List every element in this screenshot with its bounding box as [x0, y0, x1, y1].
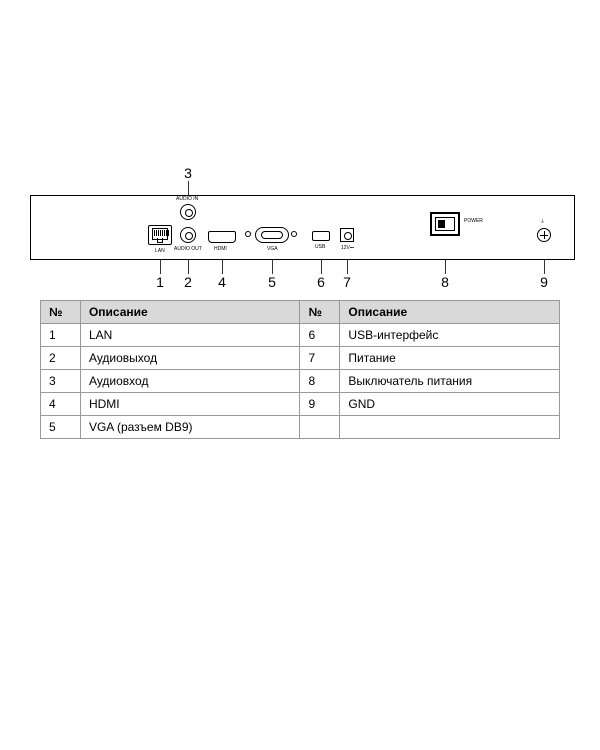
port-2-rca	[180, 227, 196, 243]
port-7-dcjack	[340, 228, 354, 242]
th-num-right: №	[300, 301, 340, 324]
port-label-9: ⏚	[540, 218, 545, 225]
rear-panel-diagram: LAN1AUDIO OUT2AUDIO IN3HDMI4VGA5USB612V⎓…	[30, 170, 575, 290]
callout-number-9: 9	[536, 274, 552, 290]
port-4-hdmi	[208, 231, 236, 243]
cell-desc: HDMI	[80, 393, 300, 416]
port-label-4: HDMI	[214, 246, 227, 252]
legend-table: № Описание № Описание 1LAN6USB-интерфейс…	[40, 300, 560, 439]
th-desc-right: Описание	[340, 301, 560, 324]
cell-num: 9	[300, 393, 340, 416]
port-label-8: POWER	[464, 218, 483, 224]
callout-line-7	[347, 260, 348, 274]
callout-number-2: 2	[180, 274, 196, 290]
panel-screw	[245, 231, 251, 237]
cell-num: 4	[41, 393, 81, 416]
table-row: 5VGA (разъем DB9)	[41, 416, 560, 439]
cell-desc: VGA (разъем DB9)	[80, 416, 300, 439]
port-label-3: AUDIO IN	[176, 196, 198, 202]
callout-number-4: 4	[214, 274, 230, 290]
table-row: 4HDMI9GND	[41, 393, 560, 416]
cell-desc	[340, 416, 560, 439]
port-9-gnd	[537, 228, 551, 242]
cell-num: 6	[300, 324, 340, 347]
cell-num: 8	[300, 370, 340, 393]
callout-number-7: 7	[339, 274, 355, 290]
callout-line-8	[445, 260, 446, 274]
cell-desc: Аудиовход	[80, 370, 300, 393]
cell-desc: Питание	[340, 347, 560, 370]
callout-number-3: 3	[180, 165, 196, 181]
callout-line-4	[222, 260, 223, 274]
callout-line-2	[188, 260, 189, 274]
cell-desc: USB-интерфейс	[340, 324, 560, 347]
th-num-left: №	[41, 301, 81, 324]
port-6-usb	[312, 231, 330, 241]
port-8-switch	[430, 212, 460, 236]
legend-table-wrap: № Описание № Описание 1LAN6USB-интерфейс…	[40, 300, 560, 439]
cell-desc: GND	[340, 393, 560, 416]
cell-num: 5	[41, 416, 81, 439]
callout-line-9	[544, 260, 545, 274]
callout-line-5	[272, 260, 273, 274]
cell-num: 7	[300, 347, 340, 370]
callout-number-6: 6	[313, 274, 329, 290]
panel-screw	[291, 231, 297, 237]
port-3-rca	[180, 204, 196, 220]
callout-number-1: 1	[152, 274, 168, 290]
table-row: 3Аудиовход8Выключатель питания	[41, 370, 560, 393]
th-desc-left: Описание	[80, 301, 300, 324]
port-label-7: 12V⎓	[341, 245, 354, 251]
callout-number-5: 5	[264, 274, 280, 290]
table-row: 2Аудиовыход7Питание	[41, 347, 560, 370]
port-5-vga	[255, 227, 289, 243]
callout-line-1	[160, 260, 161, 274]
port-label-1: LAN	[155, 248, 165, 254]
table-row: 1LAN6USB-интерфейс	[41, 324, 560, 347]
port-label-2: AUDIO OUT	[174, 246, 202, 252]
port-label-5: VGA	[267, 246, 278, 252]
port-1-rj45	[148, 225, 172, 245]
cell-desc: LAN	[80, 324, 300, 347]
cell-desc: Аудиовыход	[80, 347, 300, 370]
callout-number-8: 8	[437, 274, 453, 290]
cell-desc: Выключатель питания	[340, 370, 560, 393]
cell-num: 1	[41, 324, 81, 347]
port-label-6: USB	[315, 244, 325, 250]
cell-num: 2	[41, 347, 81, 370]
callout-line-3	[188, 181, 189, 195]
cell-num: 3	[41, 370, 81, 393]
callout-line-6	[321, 260, 322, 274]
cell-num	[300, 416, 340, 439]
device-panel	[30, 195, 575, 260]
